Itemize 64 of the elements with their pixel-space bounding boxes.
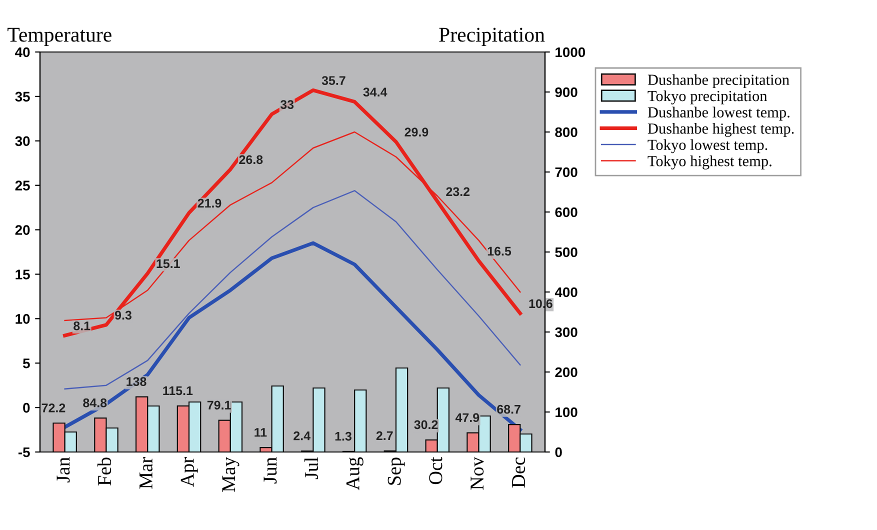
data-label: 26.8: [239, 155, 263, 164]
x-tick-label: Jul: [304, 457, 318, 480]
x-tick-label: May: [222, 456, 240, 492]
data-label: 33: [280, 100, 294, 109]
y-tick-label: 35: [15, 92, 30, 102]
x-tick-label: Sep: [388, 458, 405, 485]
y2-tick-label: 1000: [556, 47, 586, 58]
data-label: 72.2: [42, 403, 66, 412]
y-tick-label: -5: [18, 447, 30, 458]
y2-tick-label: 400: [554, 287, 578, 298]
y-tick-label: 25: [15, 180, 30, 191]
y2-tick-label: 500: [555, 247, 578, 258]
x-tick-label: Jan: [56, 457, 70, 482]
legend-label: Dushanbe lowest temp.: [648, 106, 790, 121]
data-label: 34.4: [363, 88, 388, 97]
y2-tick-label: 200: [555, 367, 578, 378]
data-label: 23.2: [446, 187, 470, 196]
data-label: 30.2: [414, 420, 438, 430]
data-label: 29.9: [404, 128, 428, 137]
data-label: 2.4: [294, 431, 310, 440]
y-tick-label: 30: [15, 136, 30, 146]
x-tick-label: Aug: [346, 457, 364, 490]
y-axis-title: Temperature: [8, 28, 112, 46]
data-label: 115.1: [163, 386, 193, 396]
data-label: 8.1: [74, 321, 90, 330]
y2-tick-label: 800: [555, 127, 578, 138]
x-tick-label: Jun: [264, 457, 277, 484]
x-tick-label: Oct: [429, 456, 442, 484]
data-label: 2.7: [376, 431, 393, 440]
data-label: 15.1: [156, 259, 180, 268]
data-label: 68.7: [497, 404, 520, 414]
y2-tick-label: 600: [555, 207, 578, 218]
x-tick-label: Dec: [512, 457, 526, 488]
legend-label: Tokyo precipitation: [648, 90, 768, 104]
y2-tick-label: 0: [555, 447, 562, 458]
x-tick-label: Apr: [180, 457, 198, 487]
data-label: 47.9: [455, 413, 480, 422]
x-tick-label: Nov: [470, 456, 484, 490]
y2-tick-label: 900: [555, 87, 578, 98]
y-tick-label: 20: [15, 225, 30, 235]
data-label: 1.3: [335, 432, 352, 441]
data-label: 11: [254, 428, 267, 437]
legend-label: Tokyo highest temp.: [648, 156, 772, 170]
data-label: 21.9: [198, 198, 222, 208]
y2-tick-label: 300: [555, 327, 578, 338]
y-tick-label: 5: [22, 358, 30, 368]
data-label: 35.7: [322, 76, 346, 85]
legend-label: Dushanbe precipitation: [648, 74, 790, 88]
data-label: 9.3: [114, 310, 132, 320]
data-label: 84.8: [83, 398, 107, 408]
y-tick-label: 40: [15, 47, 30, 58]
legend-label: Tokyo lowest temp.: [648, 139, 768, 154]
y2-tick-label: 100: [556, 407, 578, 418]
data-label: 16.5: [488, 246, 512, 256]
y-tick-label: 15: [16, 270, 30, 280]
y-tick-label: 10: [16, 314, 30, 324]
data-label: 79.1: [207, 400, 231, 410]
x-tick-label: Feb: [97, 458, 112, 486]
x-tick-label: Mar: [140, 457, 152, 489]
y2-tick-label: 700: [555, 167, 578, 178]
y-tick-label: 0: [23, 402, 30, 413]
y2-axis-title: Precipitation: [439, 28, 545, 46]
data-label: 138: [126, 377, 146, 386]
legend-label: Dushanbe highest temp.: [648, 122, 794, 137]
